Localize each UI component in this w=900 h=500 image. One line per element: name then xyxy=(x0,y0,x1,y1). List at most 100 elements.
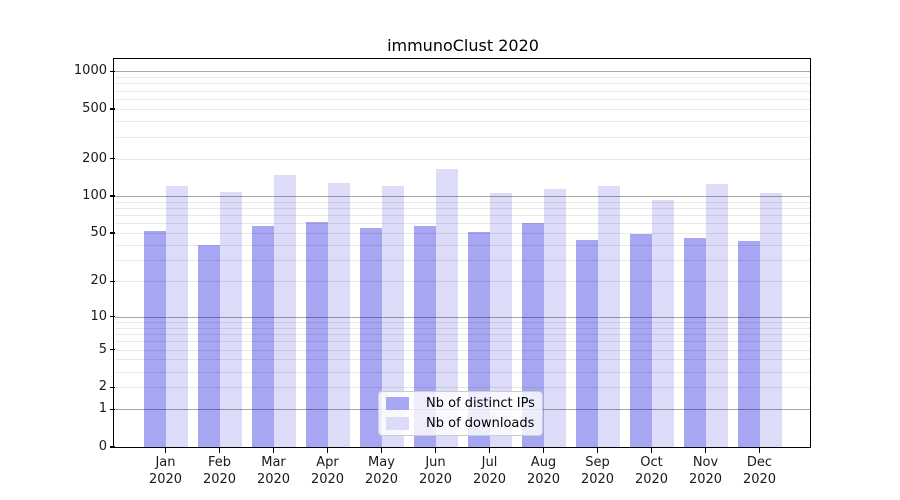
gridline-minor xyxy=(115,158,811,160)
bar-downloads-apr-2020 xyxy=(327,183,350,447)
gridline-minor xyxy=(115,245,811,247)
legend-swatch-downloads xyxy=(386,417,409,431)
x-tick-mark xyxy=(488,448,491,453)
legend-swatch-distinct-ips xyxy=(386,396,409,410)
bar-distinct-ips-sep-2020 xyxy=(575,239,598,447)
y-tick-mark xyxy=(109,195,115,197)
x-tick-label-line: May xyxy=(368,455,395,470)
bar-downloads-dec-2020 xyxy=(759,193,782,447)
y-tick-mark xyxy=(109,280,115,283)
bar-distinct-ips-nov-2020 xyxy=(683,237,706,447)
bar-downloads-may-2020 xyxy=(381,186,404,447)
x-tick-label: Aug 2020 xyxy=(517,454,571,488)
bar-downloads-mar-2020 xyxy=(273,174,296,447)
y-tick-label: 50 xyxy=(90,225,107,241)
gridline-minor xyxy=(115,136,811,138)
gridline-minor xyxy=(115,99,811,100)
legend-label-distinct-ips: Nb of distinct IPs xyxy=(426,395,535,411)
x-tick-label: Jun 2020 xyxy=(409,454,463,488)
y-tick-label: 100 xyxy=(82,187,107,203)
gridline-minor xyxy=(115,83,811,85)
x-tick-label-line: 2020 xyxy=(148,472,183,487)
gridline-minor xyxy=(115,387,811,389)
x-tick-mark xyxy=(164,448,167,453)
bar-distinct-ips-dec-2020 xyxy=(737,241,760,447)
x-tick-label-line: 2020 xyxy=(364,472,399,487)
x-tick-label: Sep 2020 xyxy=(571,454,625,488)
x-tick-mark xyxy=(704,448,707,453)
chart-title: immunoClust 2020 xyxy=(387,36,539,55)
x-tick-label-line: 2020 xyxy=(742,472,777,487)
bar-distinct-ips-apr-2020 xyxy=(305,221,328,447)
x-tick-mark xyxy=(542,448,545,453)
x-tick-mark xyxy=(758,448,761,453)
gridline-minor xyxy=(115,223,811,225)
y-tick-mark xyxy=(109,348,115,351)
x-tick-label-line: 2020 xyxy=(580,472,615,487)
bar-distinct-ips-may-2020 xyxy=(359,228,382,447)
x-tick-mark xyxy=(380,448,383,453)
y-tick-mark xyxy=(109,315,115,318)
x-tick-label-line: Apr xyxy=(316,455,339,470)
gridline-minor xyxy=(115,349,811,351)
bar-distinct-ips-oct-2020 xyxy=(629,234,652,447)
y-tick-mark xyxy=(109,108,115,110)
y-tick-mark xyxy=(109,408,115,411)
x-tick-label: Feb 2020 xyxy=(193,454,247,488)
x-tick-label-line: Nov xyxy=(692,455,719,470)
gridline-minor xyxy=(115,260,811,262)
x-tick-label-line: Jan xyxy=(155,455,176,470)
bar-downloads-nov-2020 xyxy=(705,184,728,447)
x-tick-label-line: Aug xyxy=(530,455,557,470)
x-tick-label: Jan 2020 xyxy=(139,454,193,488)
x-tick-mark xyxy=(218,448,221,453)
x-tick-label: Oct 2020 xyxy=(625,454,679,488)
bar-downloads-feb-2020 xyxy=(219,192,242,447)
gridline-minor xyxy=(115,201,811,203)
x-tick-label-line: 2020 xyxy=(634,472,669,487)
y-tick-label: 1 xyxy=(98,401,107,417)
x-tick-label-line: 2020 xyxy=(472,472,507,487)
legend-item-downloads: Nb of downloads xyxy=(379,414,542,433)
gridline-minor xyxy=(115,215,811,217)
gridline-major xyxy=(115,195,811,197)
x-tick-label: Nov 2020 xyxy=(679,454,733,488)
x-tick-label-line: Jul xyxy=(481,455,498,470)
x-tick-label-line: 2020 xyxy=(310,472,345,487)
bar-distinct-ips-mar-2020 xyxy=(251,226,274,447)
y-tick-mark xyxy=(109,446,115,448)
x-tick-label-line: Dec xyxy=(746,455,773,470)
gridline-minor xyxy=(115,108,811,110)
x-tick-mark xyxy=(650,448,653,453)
x-tick-label-line: Sep xyxy=(585,455,610,470)
gridline-minor xyxy=(115,371,811,373)
y-tick-label: 500 xyxy=(82,100,107,116)
x-tick-mark xyxy=(326,448,329,453)
legend-label-downloads: Nb of downloads xyxy=(426,416,535,432)
y-tick-label: 200 xyxy=(82,150,107,166)
x-tick-label-line: Jun xyxy=(425,455,446,470)
y-tick-mark xyxy=(109,386,115,388)
gridline-minor xyxy=(115,327,811,329)
bar-downloads-jul-2020 xyxy=(489,192,512,447)
bar-downloads-aug-2020 xyxy=(543,189,566,447)
x-tick-label-line: 2020 xyxy=(526,472,561,487)
y-tick-mark xyxy=(109,232,115,234)
gridline-major xyxy=(115,316,811,318)
y-tick-label: 1000 xyxy=(73,63,107,79)
gridline-minor xyxy=(115,76,811,78)
bar-distinct-ips-feb-2020 xyxy=(197,245,220,447)
y-tick-label: 2 xyxy=(98,379,107,395)
x-tick-label-line: 2020 xyxy=(256,472,291,487)
gridline-minor xyxy=(115,90,811,92)
plot-area xyxy=(115,60,811,448)
y-tick-label: 0 xyxy=(98,439,107,454)
bar-distinct-ips-aug-2020 xyxy=(521,222,544,447)
bar-downloads-jan-2020 xyxy=(165,186,188,447)
x-tick-label-line: Oct xyxy=(640,455,663,470)
x-tick-mark xyxy=(596,448,599,453)
gridline-major xyxy=(115,71,811,73)
bar-downloads-oct-2020 xyxy=(651,200,674,447)
x-tick-label: Mar 2020 xyxy=(247,454,301,488)
